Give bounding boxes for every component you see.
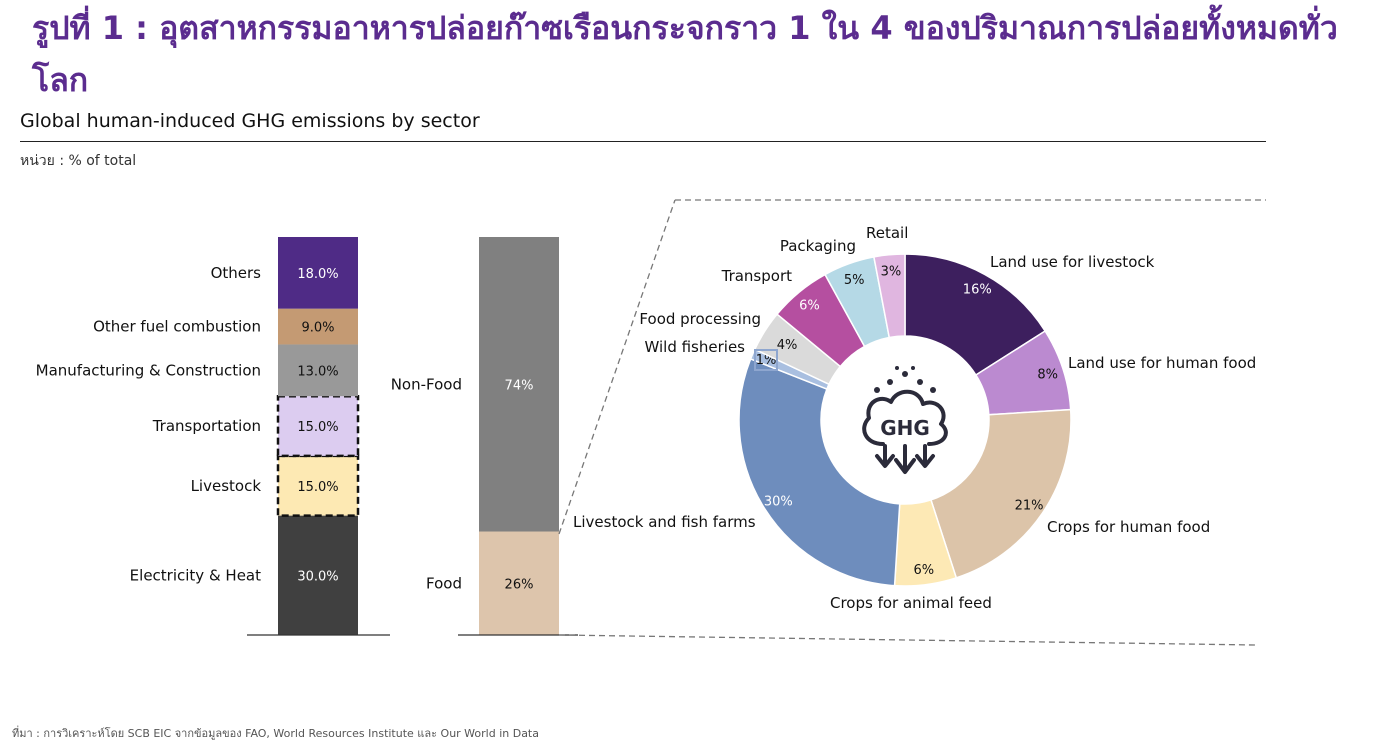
donut-value-food-processing: 4%	[777, 338, 798, 353]
bar-label-livestock: Livestock	[191, 477, 262, 495]
bar-label-non-food: Non-Food	[391, 375, 462, 393]
donut-value-crops-for-human-food: 21%	[1015, 498, 1044, 513]
bar-label-others: Others	[211, 264, 262, 282]
donut-label-transport: Transport	[721, 267, 793, 285]
donut-value-packaging: 5%	[844, 273, 865, 288]
title-divider	[20, 141, 1266, 142]
donut-label-crops-for-human-food: Crops for human food	[1047, 518, 1210, 536]
donut-label-wild-fisheries: Wild fisheries	[644, 338, 745, 356]
bar-value-electricity-heat: 30.0%	[297, 569, 338, 584]
donut-slice-livestock-and-fish-farms	[738, 357, 901, 587]
bar-segment-non-food	[479, 237, 559, 532]
bar-segment-manufacturing-construction	[278, 344, 358, 397]
bar-segment-other-fuel-combustion	[278, 308, 358, 345]
donut-value-land-use-for-livestock: 16%	[963, 283, 992, 298]
food-breakdown-donut: 16% Land use for livestock 8% Land use for …	[639, 224, 1256, 612]
donut-label-packaging: Packaging	[780, 237, 856, 255]
donut-label-land-use-for-livestock: Land use for livestock	[990, 253, 1155, 271]
bar-label-transportation: Transportation	[152, 417, 261, 435]
bar-label-food: Food	[426, 574, 462, 592]
donut-label-crops-for-animal-feed: Crops for animal feed	[830, 594, 992, 612]
bar-value-non-food: 74%	[505, 378, 534, 393]
bar-segment-electricity-heat	[278, 515, 358, 635]
donut-slice-retail	[873, 253, 906, 339]
chart-subtitle: Global human-induced GHG emissions by se…	[20, 110, 480, 132]
bar-value-transportation: 15.0%	[297, 420, 338, 435]
donut-value-livestock-and-fish-farms: 30%	[764, 494, 793, 509]
bar-label-manufacturing-construction: Manufacturing & Construction	[36, 361, 261, 379]
zoom-connector-lines	[558, 199, 1266, 646]
bar-segment-livestock	[276, 454, 360, 517]
bar-value-livestock: 15.0%	[297, 480, 338, 495]
donut-value-transport: 6%	[799, 298, 820, 313]
donut-value-retail: 3%	[881, 265, 902, 280]
bar-value-manufacturing-construction: 13.0%	[297, 364, 338, 379]
bar2-annotation: Livestock and fish farms	[573, 513, 756, 531]
ghg-cloud-icon: GHG	[862, 366, 948, 474]
donut-value-land-use-for-human-food: 8%	[1037, 368, 1058, 383]
page-title: รูปที่ 1 : อุตสาหกรรมอาหารปล่อยก๊าซเรือน…	[32, 9, 1338, 99]
bar-segment-transportation	[276, 394, 360, 458]
donut-label-retail: Retail	[866, 224, 908, 242]
bar-segment-others	[278, 237, 358, 309]
donut-label-food-processing: Food processing	[639, 310, 761, 328]
source-note: ที่มา : การวิเคราะห์โดย SCB EIC จากข้อมู…	[12, 727, 539, 740]
bar-label-other-fuel-combustion: Other fuel combustion	[93, 318, 261, 336]
bar-label-electricity-heat: Electricity & Heat	[130, 566, 261, 584]
wild-fisheries-highlight	[754, 349, 778, 371]
donut-value-crops-for-animal-feed: 6%	[913, 563, 934, 578]
ghg-icon-label: GHG	[880, 416, 930, 440]
connector-top	[558, 199, 676, 535]
bar-value-others: 18.0%	[297, 267, 338, 282]
donut-label-land-use-for-human-food: Land use for human food	[1068, 354, 1256, 372]
sector-stacked-bar: 30.0% Electricity & Heat 15.0% Livestock 15.…	[36, 237, 390, 636]
bar-value-other-fuel-combustion: 9.0%	[301, 321, 334, 336]
donut-slice-crops-for-human-food	[930, 408, 1072, 579]
bar-value-food: 26%	[505, 577, 534, 592]
unit-label: หน่วย : % of total	[20, 153, 137, 169]
food-nonfood-stacked-bar: 26% Food 74% Non-Food Livestock and fish far…	[391, 237, 756, 636]
connector-bottom	[558, 634, 1256, 646]
bar-segment-food	[479, 531, 559, 635]
